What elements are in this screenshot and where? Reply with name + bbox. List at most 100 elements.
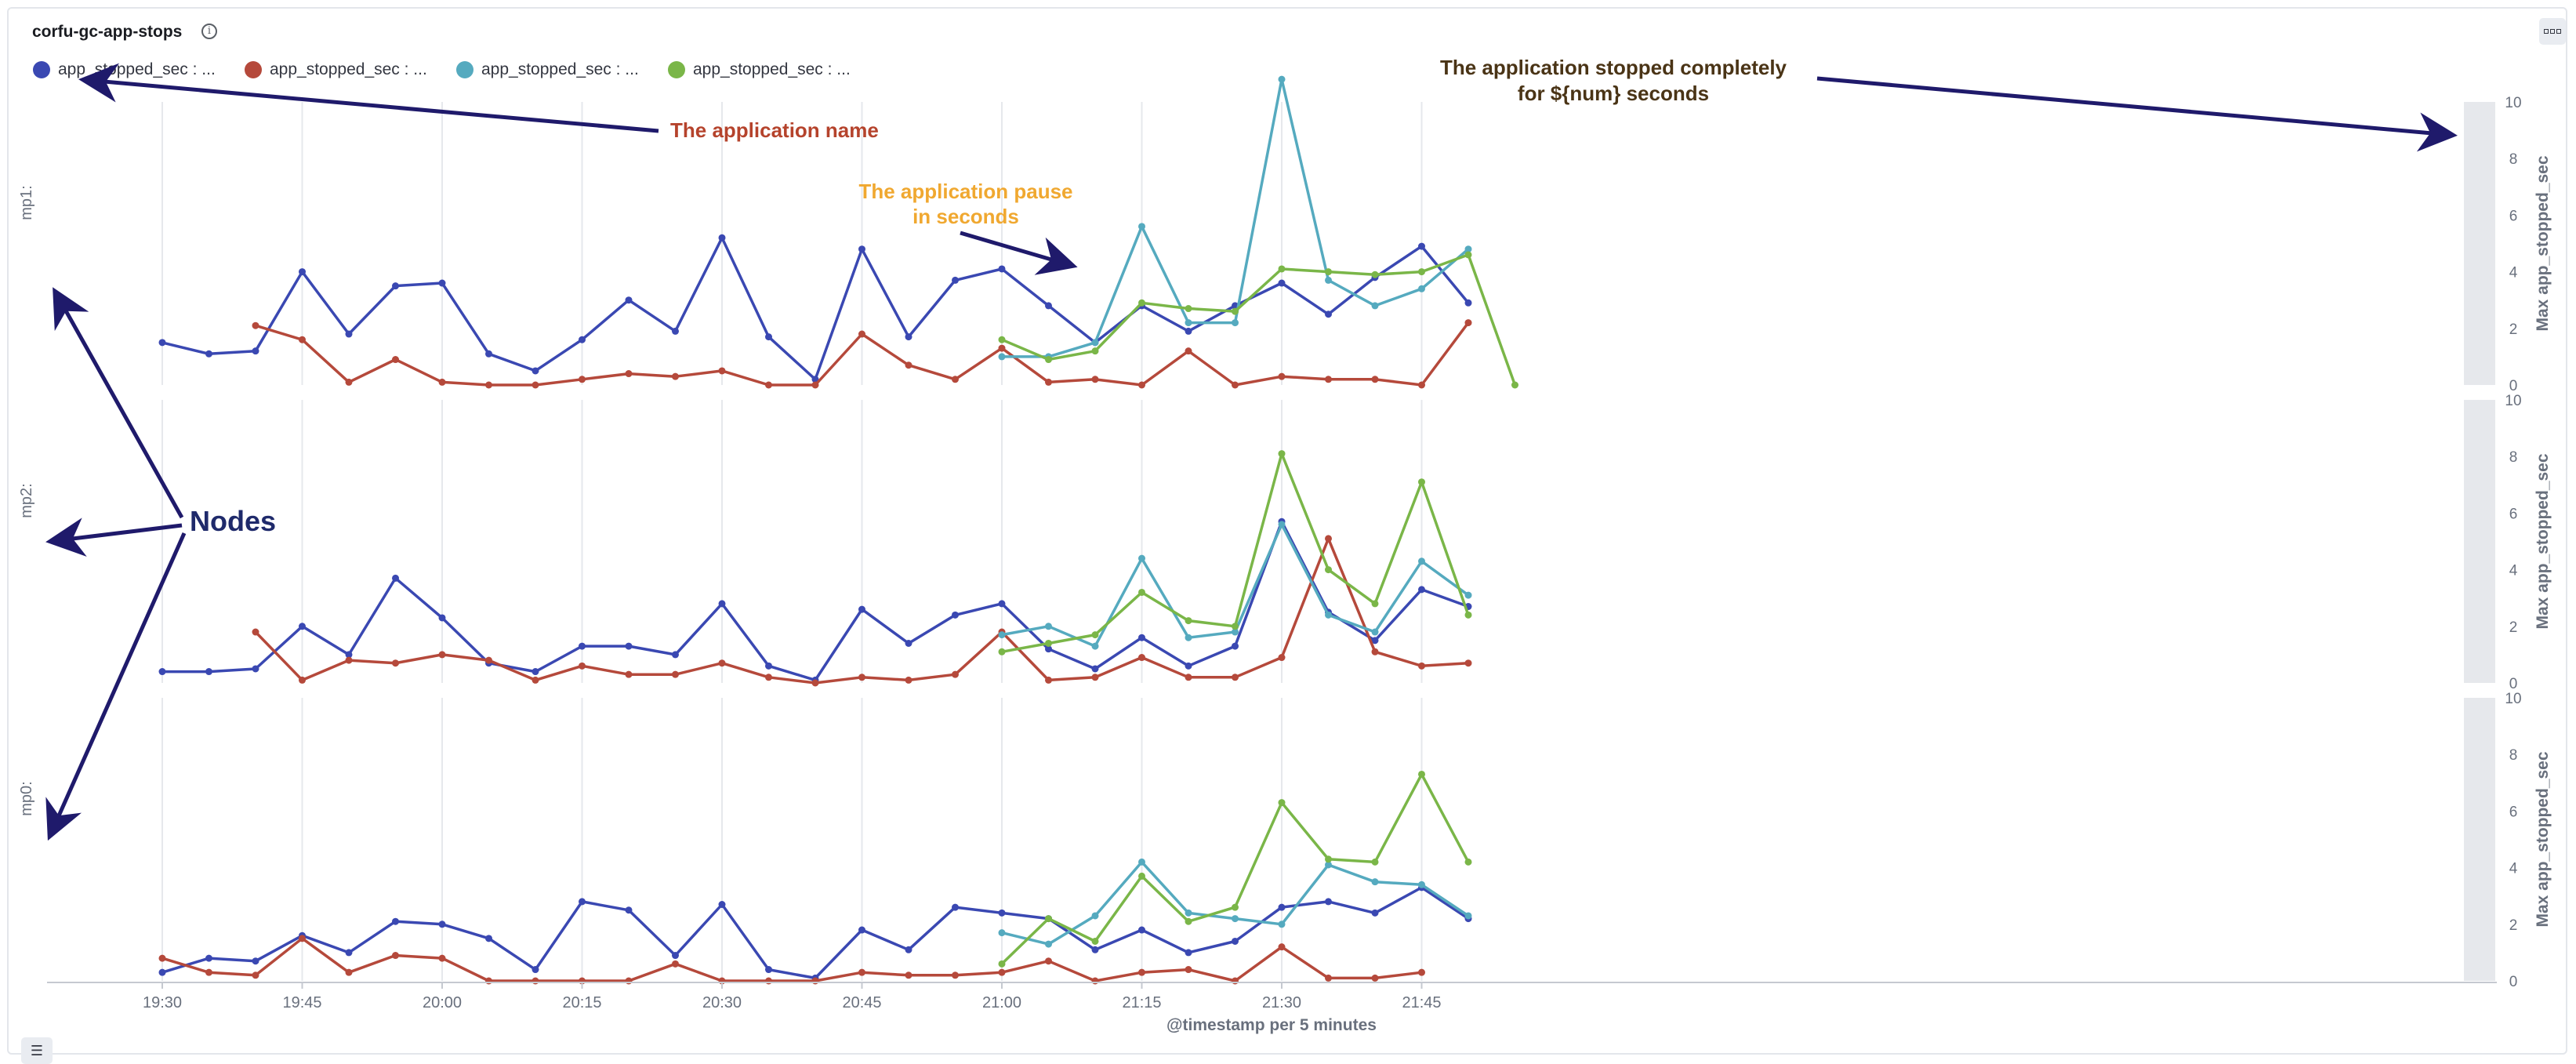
y-tick-label: 0 — [2509, 378, 2518, 394]
data-point — [1138, 858, 1145, 866]
y-tick-label: 10 — [2505, 393, 2521, 409]
data-point — [1371, 648, 1379, 655]
data-point — [579, 376, 586, 383]
series-line — [161, 236, 1470, 381]
data-point — [1278, 654, 1286, 662]
data-point — [1464, 659, 1472, 667]
data-point — [532, 977, 539, 985]
data-point — [1418, 381, 1425, 389]
data-point — [1138, 926, 1145, 934]
data-point — [158, 668, 166, 676]
data-point — [1185, 305, 1192, 313]
data-point — [718, 234, 726, 241]
data-point — [1091, 977, 1099, 985]
data-point — [718, 659, 726, 667]
data-point — [1418, 662, 1425, 670]
data-point — [1045, 940, 1052, 948]
legend-item-3[interactable]: app_stopped_sec : ... — [456, 58, 639, 82]
x-tick-label: 21:30 — [1262, 994, 1301, 1011]
data-point — [1418, 268, 1425, 276]
legend-item-4[interactable]: app_stopped_sec : ... — [668, 58, 851, 82]
data-point — [1278, 921, 1286, 928]
data-point — [532, 381, 539, 389]
data-point — [1464, 912, 1472, 920]
y-tick-label: 6 — [2509, 804, 2518, 820]
data-point — [1325, 855, 1332, 863]
data-point — [1278, 450, 1286, 458]
data-point — [905, 971, 912, 979]
data-point — [438, 954, 446, 962]
data-point — [1371, 302, 1379, 310]
legend-item-2[interactable]: app_stopped_sec : ... — [245, 58, 427, 82]
data-point — [625, 906, 633, 914]
data-point — [205, 954, 212, 962]
x-tick-label: 20:45 — [842, 994, 881, 1011]
data-point — [252, 971, 259, 979]
y-tick-label: 6 — [2509, 208, 2518, 224]
data-point — [1371, 271, 1379, 278]
data-point — [252, 665, 259, 673]
data-point — [1232, 307, 1239, 315]
data-point — [1371, 628, 1379, 636]
data-point — [1185, 966, 1192, 974]
panel-options-icon[interactable] — [2539, 18, 2566, 45]
data-point — [998, 960, 1006, 968]
data-point — [811, 381, 819, 389]
y-tick-label: 6 — [2509, 506, 2518, 522]
data-point — [1091, 347, 1099, 355]
data-point — [345, 968, 353, 976]
data-point — [1091, 912, 1099, 920]
data-point — [998, 344, 1006, 352]
data-point — [1278, 903, 1286, 911]
data-point — [998, 631, 1006, 639]
series-line — [161, 937, 1422, 982]
data-point — [438, 614, 446, 622]
data-point — [1091, 674, 1099, 681]
data-point — [485, 977, 492, 985]
data-point — [392, 282, 399, 290]
data-point — [1138, 654, 1145, 662]
x-tick-label: 21:15 — [1122, 994, 1161, 1011]
info-icon[interactable]: i — [201, 24, 217, 39]
data-point — [299, 268, 306, 276]
data-point — [252, 321, 259, 329]
data-point — [1232, 642, 1239, 650]
data-point — [1138, 381, 1145, 389]
data-point — [1325, 974, 1332, 982]
data-point — [299, 676, 306, 684]
annotation-arrow-nodes-mp2 — [45, 517, 183, 557]
data-point — [1232, 623, 1239, 630]
data-point — [1464, 319, 1472, 327]
legend-toggle-icon[interactable]: ☰ — [21, 1037, 53, 1064]
data-point — [811, 679, 819, 687]
data-point — [1138, 223, 1145, 231]
data-point — [485, 350, 492, 358]
data-point — [672, 670, 679, 678]
data-point — [1091, 665, 1099, 673]
data-point — [1185, 347, 1192, 355]
data-point — [158, 968, 166, 976]
data-point — [392, 574, 399, 582]
data-point — [579, 898, 586, 906]
data-point — [1091, 946, 1099, 953]
data-point — [1091, 642, 1099, 650]
data-point — [1232, 915, 1239, 923]
data-point — [1278, 521, 1286, 528]
data-point — [1325, 898, 1332, 906]
data-point — [1371, 974, 1379, 982]
data-point — [1325, 276, 1332, 284]
y-tick-label: 4 — [2509, 861, 2518, 877]
data-point — [765, 977, 772, 985]
data-point — [1325, 861, 1332, 869]
data-point — [392, 917, 399, 925]
data-point — [1278, 265, 1286, 273]
data-point — [1185, 634, 1192, 641]
x-tick-label: 21:45 — [1402, 994, 1441, 1011]
x-tick-label: 21:00 — [982, 994, 1021, 1011]
annotation-pause-line2: in seconds — [912, 205, 1019, 228]
data-point — [1232, 628, 1239, 636]
data-point — [905, 639, 912, 647]
data-point — [1511, 381, 1518, 389]
data-point — [345, 949, 353, 957]
data-point — [1138, 299, 1145, 307]
